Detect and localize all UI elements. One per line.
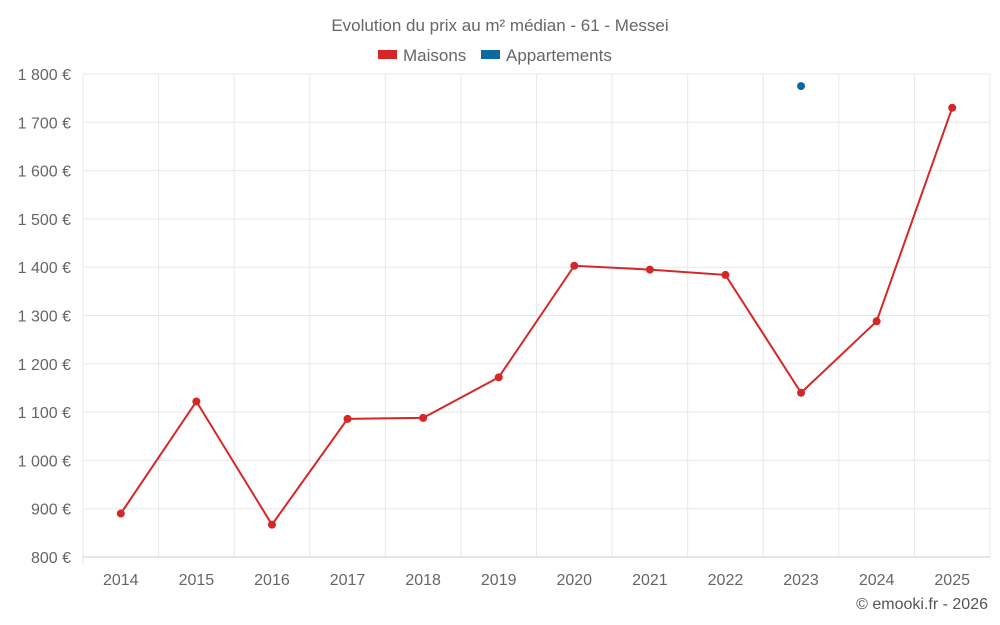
x-tick-label: 2022 [708, 572, 744, 589]
x-tick-label: 2021 [632, 572, 668, 589]
x-gridlines [82, 74, 991, 565]
data-point-maisons-2018[interactable] [419, 413, 428, 422]
data-point-maisons-2021[interactable] [645, 265, 654, 274]
y-tick-label: 1 800 € [18, 67, 71, 84]
x-tick-label: 2018 [405, 572, 441, 589]
legend-label-maisons[interactable]: Maisons [403, 46, 466, 65]
series-line-maisons [119, 107, 954, 527]
series-layer [116, 82, 957, 529]
y-tick-label: 800 € [31, 550, 71, 567]
x-axis-labels: 2014 2015 2016 2017 2018 2019 2020 2021 2022 2023… [103, 572, 970, 589]
x-tick-label: 2025 [934, 572, 970, 589]
data-point-maisons-2014[interactable] [116, 509, 125, 518]
x-tick-label: 2016 [254, 572, 290, 589]
y-tick-label: 1 100 € [18, 405, 71, 422]
legend-swatch-appartements[interactable] [481, 50, 500, 59]
data-point-maisons-2019[interactable] [494, 373, 503, 382]
y-tick-label: 1 400 € [18, 260, 71, 277]
x-tick-label: 2015 [179, 572, 215, 589]
y-tick-label: 900 € [31, 502, 71, 519]
y-tick-label: 1 500 € [18, 212, 71, 229]
x-tick-label: 2024 [859, 572, 895, 589]
x-tick-label: 2023 [783, 572, 819, 589]
data-point-maisons-2023[interactable] [797, 388, 806, 397]
data-point-maisons-2016[interactable] [267, 520, 276, 529]
legend-label-appartements[interactable]: Appartements [506, 46, 612, 65]
x-tick-label: 2017 [330, 572, 366, 589]
legend-swatch-maisons[interactable] [378, 50, 397, 59]
x-tick-label: 2019 [481, 572, 517, 589]
x-tick-label: 2014 [103, 572, 139, 589]
y-axis-labels: 800 € 900 € 1 000 € 1 100 € 1 200 € 1 300 € 1 … [18, 67, 71, 567]
data-point-maisons-2022[interactable] [721, 270, 730, 279]
data-point-maisons-2025[interactable] [948, 103, 957, 112]
data-point-maisons-2024[interactable] [872, 317, 881, 326]
data-point-maisons-2017[interactable] [343, 414, 352, 423]
data-point-appartements-2023[interactable] [797, 82, 806, 91]
y-tick-label: 1 700 € [18, 115, 71, 132]
y-tick-label: 1 200 € [18, 357, 71, 374]
data-point-maisons-2015[interactable] [192, 397, 201, 406]
y-tick-label: 1 000 € [18, 453, 71, 470]
footer-credit: © emooki.fr - 2026 [856, 596, 988, 613]
chart-title: Evolution du prix au m² médian - 61 - Me… [331, 16, 668, 35]
data-point-maisons-2020[interactable] [570, 261, 579, 270]
legend: Maisons Appartements [378, 46, 612, 65]
y-tick-label: 1 600 € [18, 164, 71, 181]
y-tick-label: 1 300 € [18, 309, 71, 326]
x-tick-label: 2020 [556, 572, 592, 589]
